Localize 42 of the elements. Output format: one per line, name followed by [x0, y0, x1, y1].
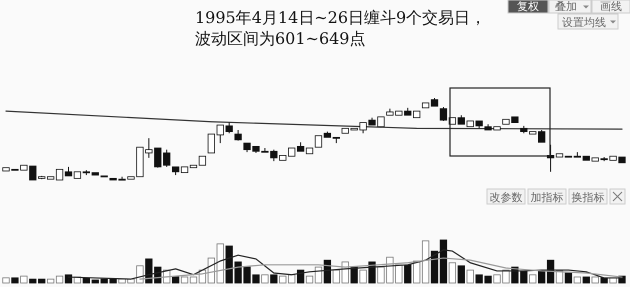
- bar: [2, 277, 10, 284]
- bar: [359, 270, 367, 284]
- button: 复权: [508, 0, 548, 14]
- bar: [64, 274, 72, 284]
- candlestick: [234, 129, 242, 142]
- candlestick: [243, 142, 251, 153]
- chart-title: 1995年4月14日~26日缠斗9个交易日，: [195, 8, 486, 27]
- bar: [306, 276, 314, 284]
- bar: [493, 274, 501, 284]
- bar: [296, 270, 304, 284]
- bar: [314, 266, 322, 284]
- bar: [564, 272, 572, 284]
- bar: [582, 276, 590, 284]
- bar: [270, 274, 278, 284]
- button: 换指标: [568, 188, 608, 204]
- button: 叠加: [548, 0, 592, 14]
- bar: [600, 277, 608, 284]
- bar: [448, 262, 456, 284]
- bar: [11, 277, 19, 284]
- bar: [20, 276, 28, 284]
- button: 加指标: [528, 188, 566, 204]
- bar: [172, 276, 180, 284]
- bar: [502, 270, 510, 284]
- bar: [252, 274, 260, 284]
- bar: [458, 265, 465, 284]
- bar: [261, 274, 269, 284]
- button: 画线: [592, 0, 630, 14]
- button: 设置均线: [558, 14, 618, 30]
- bar: [592, 276, 599, 284]
- candlestick: [64, 166, 72, 176]
- bar: [404, 264, 412, 284]
- bar: [466, 270, 474, 284]
- bar: [190, 276, 198, 284]
- bar: [350, 266, 358, 284]
- candlestick: [198, 156, 206, 166]
- candlestick: [377, 116, 385, 128]
- button: 改参数: [486, 188, 526, 204]
- bar: [529, 274, 536, 284]
- bar: [440, 240, 448, 284]
- chart-subtitle: 波动区间为601~649点: [195, 29, 366, 48]
- bar: [180, 276, 188, 284]
- bar: [574, 276, 582, 284]
